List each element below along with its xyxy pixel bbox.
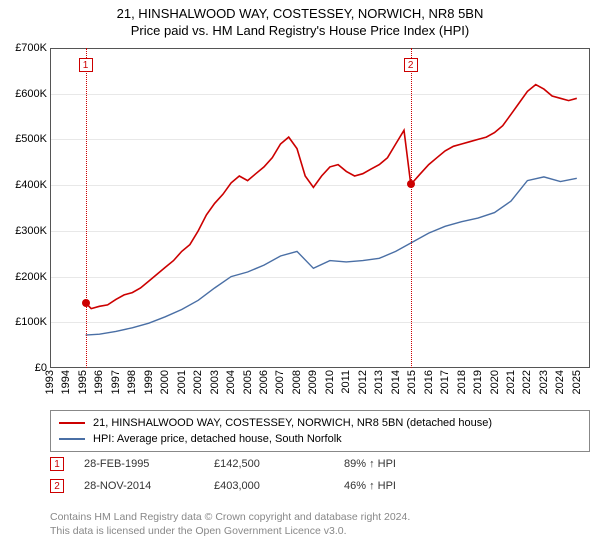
x-axis-label: 2015	[406, 370, 418, 394]
x-axis-label: 1999	[143, 370, 155, 394]
legend-item: HPI: Average price, detached house, Sout…	[59, 431, 581, 447]
datapoint-price: £142,500	[214, 458, 344, 470]
x-axis-label: 1997	[110, 370, 122, 394]
sale-marker-dot	[82, 299, 90, 307]
datapoint-price: £403,000	[214, 480, 344, 492]
x-axis-label: 2025	[571, 370, 583, 394]
x-axis-label: 2007	[274, 370, 286, 394]
x-axis-label: 2001	[176, 370, 188, 394]
x-axis-label: 1993	[44, 370, 56, 394]
series-hpi	[86, 177, 577, 335]
sale-marker-badge: 2	[404, 58, 418, 72]
datapoint-date: 28-NOV-2014	[84, 480, 214, 492]
x-axis-label: 2008	[291, 370, 303, 394]
x-axis-label: 2012	[357, 370, 369, 394]
sale-marker-badge: 1	[79, 58, 93, 72]
series-property	[86, 85, 577, 309]
title-line1: 21, HINSHALWOOD WAY, COSTESSEY, NORWICH,…	[0, 6, 600, 21]
x-axis-label: 2004	[225, 370, 237, 394]
y-axis-label: £500K	[2, 133, 47, 145]
x-axis-label: 2002	[192, 370, 204, 394]
x-axis-label: 2000	[159, 370, 171, 394]
x-axis-label: 2003	[209, 370, 221, 394]
x-axis-label: 2009	[307, 370, 319, 394]
x-axis-label: 2023	[538, 370, 550, 394]
x-axis-label: 2013	[373, 370, 385, 394]
x-axis-label: 2010	[324, 370, 336, 394]
x-axis-label: 1995	[77, 370, 89, 394]
datapoint-delta: 46% ↑ HPI	[344, 480, 474, 492]
x-axis-label: 2022	[521, 370, 533, 394]
x-axis-label: 2024	[554, 370, 566, 394]
legend-swatch	[59, 438, 85, 440]
chart-title: 21, HINSHALWOOD WAY, COSTESSEY, NORWICH,…	[0, 0, 600, 38]
legend-label: HPI: Average price, detached house, Sout…	[93, 433, 342, 445]
datapoint-delta: 89% ↑ HPI	[344, 458, 474, 470]
sale-datapoints: 1 28-FEB-1995£142,50089% ↑ HPI 2 28-NOV-201…	[50, 454, 590, 498]
footer-line1: Contains HM Land Registry data © Crown c…	[50, 510, 410, 524]
footer-line2: This data is licensed under the Open Gov…	[50, 524, 410, 538]
datapoint-badge: 1	[50, 457, 64, 471]
legend-label: 21, HINSHALWOOD WAY, COSTESSEY, NORWICH,…	[93, 417, 492, 429]
sale-marker-line	[411, 48, 412, 368]
legend-swatch	[59, 422, 85, 424]
x-axis-label: 2011	[340, 370, 352, 394]
footer-attribution: Contains HM Land Registry data © Crown c…	[50, 510, 410, 538]
y-axis-label: £200K	[2, 271, 47, 283]
datapoint-row: 2 28-NOV-2014£403,00046% ↑ HPI	[50, 476, 590, 496]
legend-item: 21, HINSHALWOOD WAY, COSTESSEY, NORWICH,…	[59, 415, 581, 431]
x-axis-label: 2020	[489, 370, 501, 394]
x-axis-label: 2005	[242, 370, 254, 394]
datapoint-badge: 2	[50, 479, 64, 493]
x-axis-label: 2014	[390, 370, 402, 394]
y-axis-label: £400K	[2, 179, 47, 191]
y-axis-label: £700K	[2, 42, 47, 54]
x-axis-label: 1996	[93, 370, 105, 394]
title-line2: Price paid vs. HM Land Registry's House …	[0, 23, 600, 38]
datapoint-date: 28-FEB-1995	[84, 458, 214, 470]
y-axis-label: £300K	[2, 225, 47, 237]
x-axis-label: 2019	[472, 370, 484, 394]
x-axis-label: 1998	[126, 370, 138, 394]
sale-marker-line	[86, 48, 87, 368]
x-axis-label: 2016	[423, 370, 435, 394]
y-axis-label: £0	[2, 362, 47, 374]
datapoint-row: 1 28-FEB-1995£142,50089% ↑ HPI	[50, 454, 590, 474]
sale-marker-dot	[407, 180, 415, 188]
x-axis-label: 2018	[456, 370, 468, 394]
x-axis-label: 2021	[505, 370, 517, 394]
chart-lines	[50, 48, 590, 368]
y-axis-label: £600K	[2, 88, 47, 100]
x-axis-label: 2017	[439, 370, 451, 394]
y-axis-label: £100K	[2, 316, 47, 328]
x-axis-label: 1994	[60, 370, 72, 394]
x-axis-label: 2006	[258, 370, 270, 394]
legend: 21, HINSHALWOOD WAY, COSTESSEY, NORWICH,…	[50, 410, 590, 452]
